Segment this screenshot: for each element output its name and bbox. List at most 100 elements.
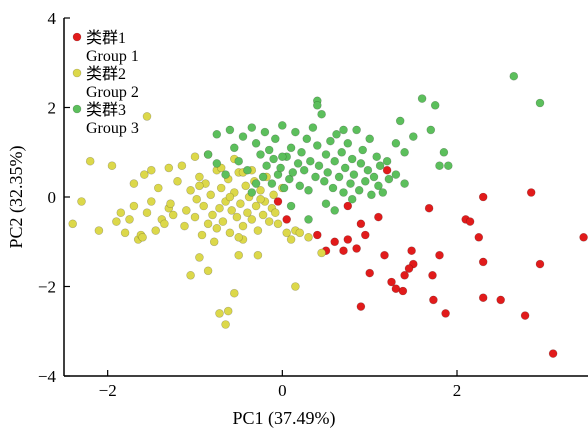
data-point-group-3	[323, 168, 333, 177]
x-tick-label: −2	[99, 381, 117, 400]
data-point-group-2	[129, 201, 139, 211]
data-point-group-2	[286, 235, 296, 244]
series-group-3	[203, 71, 545, 224]
legend-marker	[72, 32, 82, 42]
data-point-group-1	[428, 270, 437, 280]
data-point-group-1	[380, 250, 389, 260]
data-point-group-3	[509, 71, 519, 81]
data-point-group-1	[478, 257, 488, 267]
axes-layer: −2 0 2 −4 −2 0 2 4	[38, 9, 588, 400]
data-point-group-3	[319, 177, 329, 186]
data-point-group-2	[203, 266, 213, 276]
data-point-group-2	[173, 177, 182, 186]
data-point-group-2	[251, 201, 261, 211]
data-point-group-1	[478, 192, 488, 202]
data-point-group-3	[203, 150, 213, 159]
data-point-group-3	[382, 156, 392, 166]
data-point-group-2	[190, 212, 200, 222]
data-point-group-1	[356, 302, 366, 311]
data-point-group-1	[387, 277, 396, 287]
data-point-group-1	[496, 295, 506, 305]
data-point-group-3	[225, 125, 235, 135]
data-point-group-3	[365, 134, 375, 144]
data-point-group-2	[192, 194, 201, 204]
data-point-group-2	[208, 210, 217, 220]
data-point-group-2	[236, 199, 245, 208]
data-point-group-3	[286, 201, 296, 211]
data-point-group-1	[478, 293, 488, 303]
data-point-group-3	[358, 145, 368, 155]
data-point-group-3	[260, 127, 270, 137]
data-point-group-2	[199, 201, 208, 211]
data-point-group-2	[177, 161, 187, 170]
data-point-group-2	[317, 248, 326, 258]
data-point-group-1	[360, 230, 370, 240]
data-point-group-1	[374, 212, 383, 222]
x-axis-label: PC1 (37.49%)	[233, 408, 336, 429]
data-point-group-3	[293, 159, 303, 168]
data-point-group-3	[277, 121, 287, 130]
data-point-group-2	[142, 112, 152, 121]
data-point-group-2	[166, 199, 175, 208]
data-point-group-2	[243, 208, 252, 217]
data-point-group-3	[302, 134, 312, 144]
data-point-group-1	[352, 244, 361, 253]
data-point-group-2	[225, 192, 235, 202]
data-point-group-3	[443, 161, 453, 170]
data-point-group-2	[253, 226, 263, 235]
data-point-group-3	[238, 132, 248, 141]
data-point-group-1	[398, 286, 408, 296]
data-point-group-3	[367, 190, 376, 200]
data-point-group-2	[116, 208, 126, 217]
legend-marker	[72, 68, 82, 78]
data-point-group-3	[391, 170, 401, 179]
data-point-group-1	[435, 250, 444, 260]
data-point-group-3	[347, 154, 357, 164]
data-point-group-3	[356, 159, 366, 168]
y-tick-label: 4	[48, 9, 57, 28]
data-point-group-1	[400, 270, 409, 280]
data-point-group-3	[286, 143, 296, 153]
data-point-group-2	[195, 181, 204, 191]
data-point-group-3	[221, 170, 230, 179]
data-point-group-2	[180, 221, 189, 231]
data-point-group-2	[195, 172, 204, 182]
data-point-group-3	[349, 170, 359, 179]
data-point-group-1	[465, 217, 475, 226]
data-point-group-3	[337, 148, 347, 157]
data-point-group-3	[243, 165, 252, 175]
data-point-group-2	[147, 197, 156, 206]
data-point-group-3	[354, 186, 364, 195]
data-point-group-3	[400, 179, 409, 188]
data-point-group-3	[352, 125, 361, 135]
data-point-group-1	[579, 233, 588, 242]
data-point-group-3	[312, 101, 322, 110]
data-point-group-3	[343, 139, 353, 148]
data-point-group-3	[317, 109, 326, 119]
data-point-group-3	[330, 206, 340, 215]
data-point-group-2	[258, 210, 268, 220]
data-point-group-3	[426, 125, 436, 135]
data-point-group-2	[154, 183, 163, 193]
y-tick-label: 0	[48, 188, 57, 207]
data-point-group-3	[295, 181, 305, 191]
data-point-group-3	[262, 161, 271, 170]
data-point-group-2	[151, 226, 160, 235]
y-tick-label: −2	[38, 278, 56, 297]
data-point-group-3	[395, 116, 405, 126]
data-point-group-2	[216, 183, 226, 193]
data-point-group-3	[291, 127, 300, 137]
data-point-group-2	[215, 309, 224, 318]
data-point-group-3	[326, 136, 335, 146]
data-point-group-1	[356, 219, 366, 229]
data-point-group-3	[435, 161, 444, 170]
data-point-group-3	[284, 174, 294, 184]
data-point-group-1	[429, 295, 438, 305]
data-point-group-2	[256, 186, 265, 195]
legend-marker	[72, 104, 82, 114]
data-point-group-3	[378, 188, 388, 197]
data-point-group-3	[251, 139, 261, 148]
data-point-group-3	[430, 101, 440, 110]
